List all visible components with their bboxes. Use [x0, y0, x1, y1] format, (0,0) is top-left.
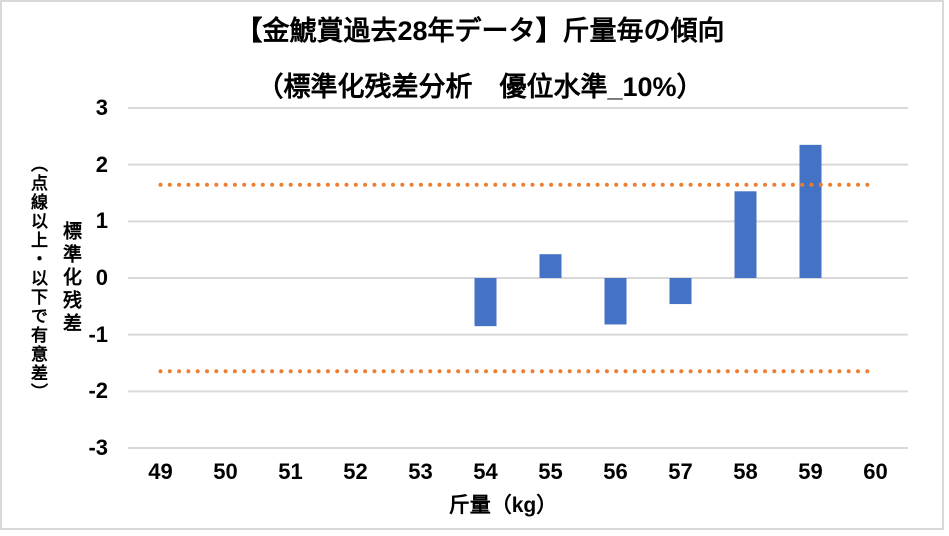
x-tick-label: 55	[538, 459, 563, 484]
y-axis-title-note: （点線以上・以下で有意差）	[28, 154, 47, 402]
x-tick-label: 49	[148, 459, 173, 484]
x-tick-label: 60	[863, 459, 888, 484]
y-axis-title: 標準化残差	[60, 220, 81, 336]
y-tick-label: -3	[88, 435, 108, 460]
bar-56kg	[604, 278, 627, 325]
chart-subtitle: （標準化残差分析 優位水準_10%）	[256, 72, 704, 102]
x-tick-label: 56	[603, 459, 628, 484]
y-tick-label: -1	[88, 321, 108, 347]
x-tick-label: 51	[278, 459, 303, 484]
bar-54kg	[474, 278, 497, 327]
y-tick-label: 1	[95, 208, 108, 234]
x-tick-label: 53	[408, 459, 433, 484]
y-tick-label: -2	[88, 378, 108, 404]
plot-area	[128, 107, 908, 449]
x-tick-label: 59	[798, 459, 823, 484]
y-tick-label: 3	[95, 95, 108, 120]
x-tick-label: 52	[343, 459, 368, 484]
x-tick-label: 50	[213, 459, 238, 484]
bar-55kg	[539, 254, 562, 278]
y-tick-label: 0	[95, 265, 108, 290]
bar-57kg	[669, 278, 692, 305]
bar-59kg	[799, 144, 822, 278]
y-tick-label: 2	[95, 151, 108, 177]
chart-title: 【金鯱賞過去28年データ】斤量毎の傾向	[235, 16, 725, 46]
bar-58kg	[734, 191, 757, 278]
x-tick-label: 57	[668, 459, 693, 484]
x-tick-label: 54	[473, 459, 498, 484]
x-tick-label: 58	[733, 459, 758, 484]
x-axis-title: 斤量（kg）	[448, 494, 558, 517]
